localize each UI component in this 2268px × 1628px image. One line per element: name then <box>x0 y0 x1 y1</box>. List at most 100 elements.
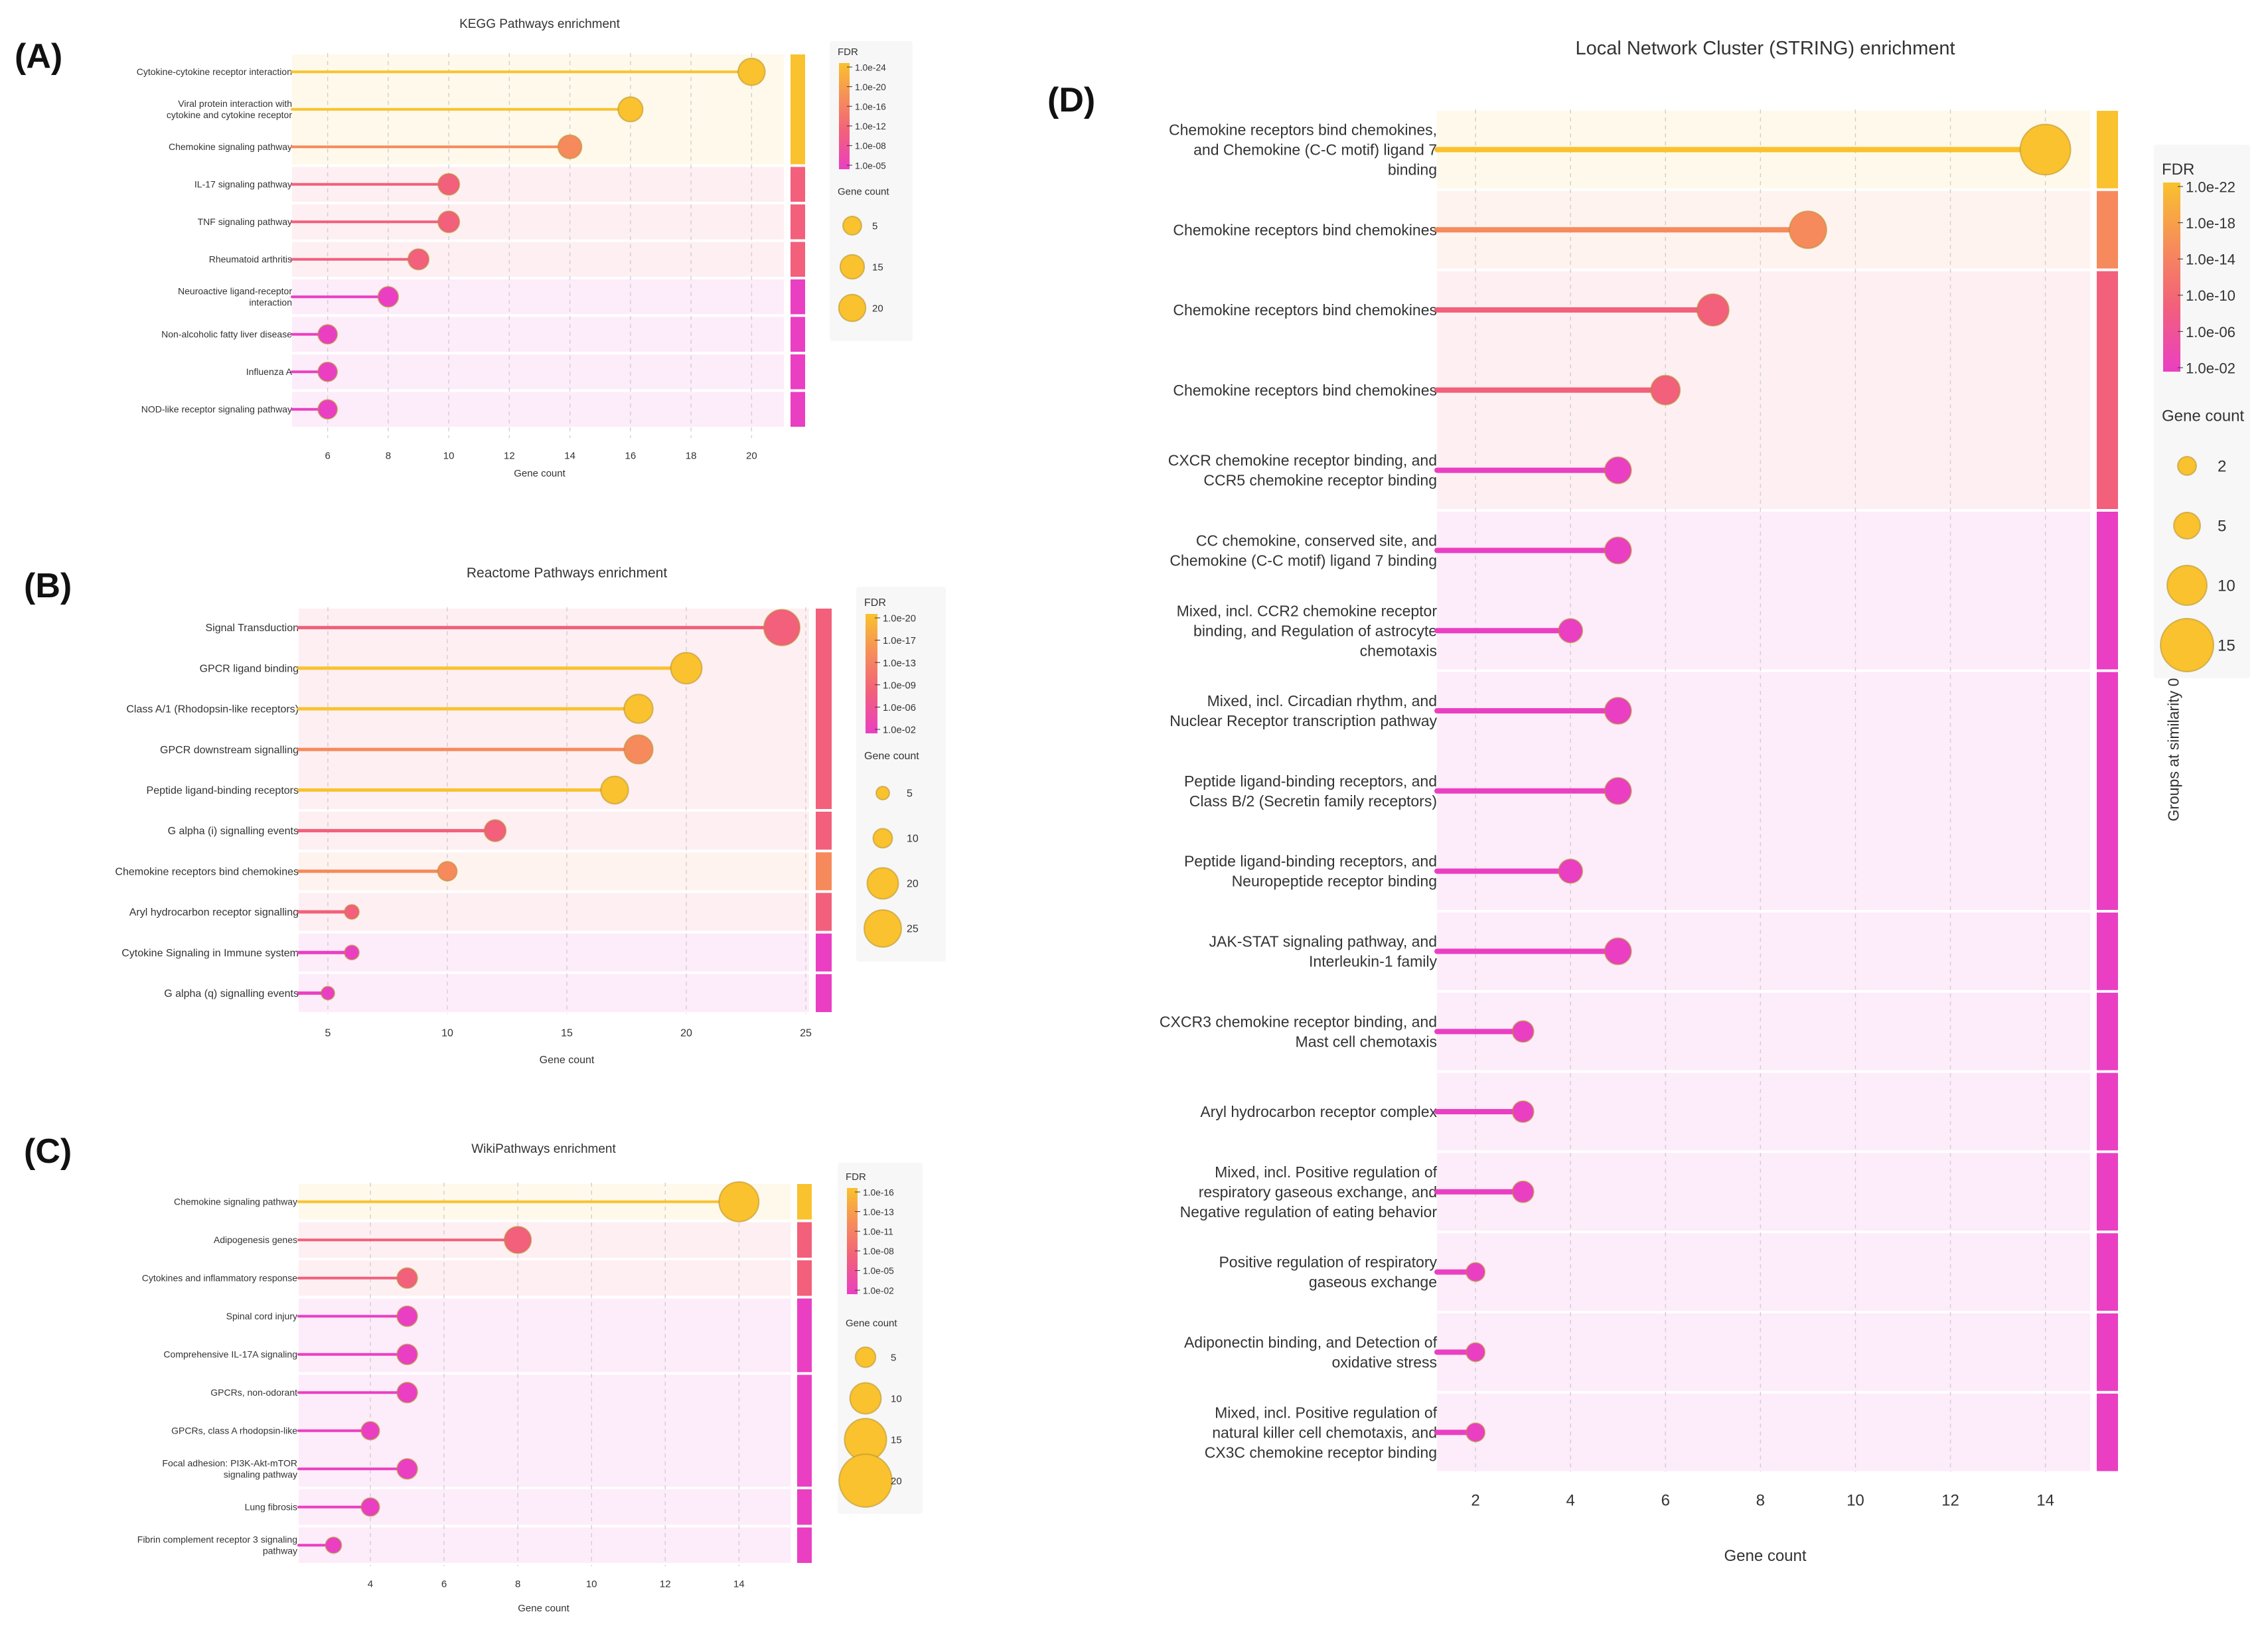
category-label: Comprehensive IL-17A signaling <box>163 1349 297 1360</box>
group-band <box>292 354 784 390</box>
legend-color-title: FDR <box>838 46 858 58</box>
lollipop-dot <box>1558 618 1584 644</box>
category-label: Chemokine receptors bind chemokines <box>1173 301 1437 319</box>
group-bar <box>2097 512 2118 670</box>
group-band <box>1437 1073 2090 1151</box>
lollipop-dot <box>344 944 360 961</box>
x-tick-label: 6 <box>1661 1491 1670 1509</box>
chart-title: WikiPathways enrichment <box>471 1142 616 1156</box>
group-bar <box>797 1527 812 1563</box>
lollipop-dot <box>1558 858 1584 884</box>
lollipop-dot <box>437 210 461 234</box>
size-legend-dot <box>2177 456 2197 476</box>
lollipop-dot <box>503 1226 532 1254</box>
x-tick-label: 16 <box>625 451 637 462</box>
group-bar <box>797 1489 812 1525</box>
x-tick-label: 25 <box>800 1028 812 1039</box>
group-bar <box>797 1260 812 1296</box>
x-tick-label: 14 <box>564 451 575 462</box>
group-bar <box>791 242 805 277</box>
lollipop-dot <box>718 1181 760 1222</box>
category-label: Signal Transduction <box>205 623 299 634</box>
x-tick-label: 12 <box>660 1579 671 1590</box>
x-tick-label: 14 <box>733 1579 745 1590</box>
group-bar <box>816 893 832 931</box>
size-legend-dot <box>2160 618 2214 672</box>
category-label: IL-17 signaling pathway <box>194 179 292 190</box>
size-legend-dot <box>875 786 890 800</box>
size-legend-label: 20 <box>872 303 883 314</box>
category-label: G alpha (q) signalling events <box>164 988 299 999</box>
group-bar <box>816 609 832 809</box>
lollipop-dot <box>344 904 360 920</box>
size-legend-dot <box>838 293 867 323</box>
x-tick-label: 20 <box>680 1028 692 1039</box>
group-bar <box>2097 1233 2118 1311</box>
group-bar <box>816 974 832 1012</box>
lollipop-dot <box>1511 1020 1535 1043</box>
group-band <box>292 317 784 352</box>
lollipop-dot <box>437 173 461 196</box>
colorbar-tick-label: 1.0e-12 <box>855 121 886 131</box>
colorbar-tick-label: 1.0e-05 <box>863 1266 894 1276</box>
category-label: G alpha (i) signalling events <box>168 826 299 837</box>
lollipop-dot <box>317 324 339 345</box>
size-legend-dot <box>849 1382 882 1415</box>
lollipop-dot <box>1511 1100 1535 1123</box>
group-band <box>1437 1153 2090 1231</box>
panel-letter: (B) <box>24 567 72 605</box>
x-tick-label: 12 <box>504 451 515 462</box>
colorbar-tick-label: 1.0e-02 <box>883 725 916 736</box>
colorbar-tick-label: 1.0e-10 <box>2186 287 2235 304</box>
lollipop-dot <box>670 652 703 685</box>
group-band <box>299 1298 791 1372</box>
lollipop-dot <box>321 986 335 1001</box>
x-tick-label: 4 <box>1566 1491 1574 1509</box>
chart-title: Reactome Pathways enrichment <box>467 565 667 581</box>
lollipop-dot <box>1604 777 1632 805</box>
legend-size-title: Gene count <box>838 186 889 198</box>
colorbar-tick-label: 1.0e-20 <box>883 614 916 625</box>
size-legend-dot <box>864 909 902 948</box>
x-tick-label: 10 <box>586 1579 597 1590</box>
colorbar-tick-label: 1.0e-22 <box>2186 179 2235 195</box>
group-band <box>299 974 809 1012</box>
category-label: Mixed, incl. CCR2 chemokine receptor bind… <box>1177 602 1438 659</box>
category-label: Viral protein interaction with cytokine a… <box>167 98 292 120</box>
size-legend-label: 15 <box>891 1434 902 1445</box>
lollipop-dot <box>325 1536 342 1554</box>
lollipop-dot <box>360 1421 380 1441</box>
category-label: Cytokines and inflammatory response <box>142 1273 297 1284</box>
x-tick-label: 2 <box>1471 1491 1479 1509</box>
chart-panel: Local Network Cluster (STRING) enrichmen… <box>1160 38 2250 1565</box>
category-label: Aryl hydrocarbon receptor complex <box>1200 1103 1437 1120</box>
chart-panel: Reactome Pathways enrichment 5 10 15 20 25 Gen… <box>115 565 946 1066</box>
category-label: CXCR3 chemokine receptor binding, and Mas… <box>1160 1013 1437 1050</box>
lollipop-dot <box>377 285 400 308</box>
group-bar <box>791 204 805 240</box>
category-label: Class A/1 (Rhodopsin-like receptors) <box>126 704 299 715</box>
x-axis-label: Gene count <box>540 1055 595 1066</box>
lollipop-dot <box>557 134 583 160</box>
group-bar <box>2097 913 2118 990</box>
x-tick-label: 8 <box>515 1579 520 1590</box>
group-bar <box>791 392 805 427</box>
legend-color-title: FDR <box>846 1171 866 1183</box>
colorbar-tick-label: 1.0e-17 <box>883 636 916 646</box>
lollipop-dot <box>1696 293 1730 327</box>
lollipop-dot <box>2019 123 2072 176</box>
category-label: Cytokine Signaling in Immune system <box>121 948 299 959</box>
category-label: Positive regulation of respiratory gaseou… <box>1219 1254 1437 1291</box>
size-legend-label: 5 <box>2218 517 2226 535</box>
group-bar <box>797 1222 812 1258</box>
size-legend-dot <box>839 254 866 280</box>
lollipop-dot <box>763 609 801 646</box>
category-label: GPCR downstream signalling <box>160 745 299 756</box>
chart-panel: WikiPathways enrichment 4 6 8 10 12 14 Gene cou… <box>137 1142 923 1614</box>
x-tick-label: 6 <box>441 1579 447 1590</box>
group-band <box>1437 512 2090 670</box>
group-band <box>299 933 809 972</box>
group-band <box>299 893 809 931</box>
group-bar <box>2097 1153 2118 1231</box>
colorbar-tick-label: 1.0e-02 <box>2186 360 2235 376</box>
